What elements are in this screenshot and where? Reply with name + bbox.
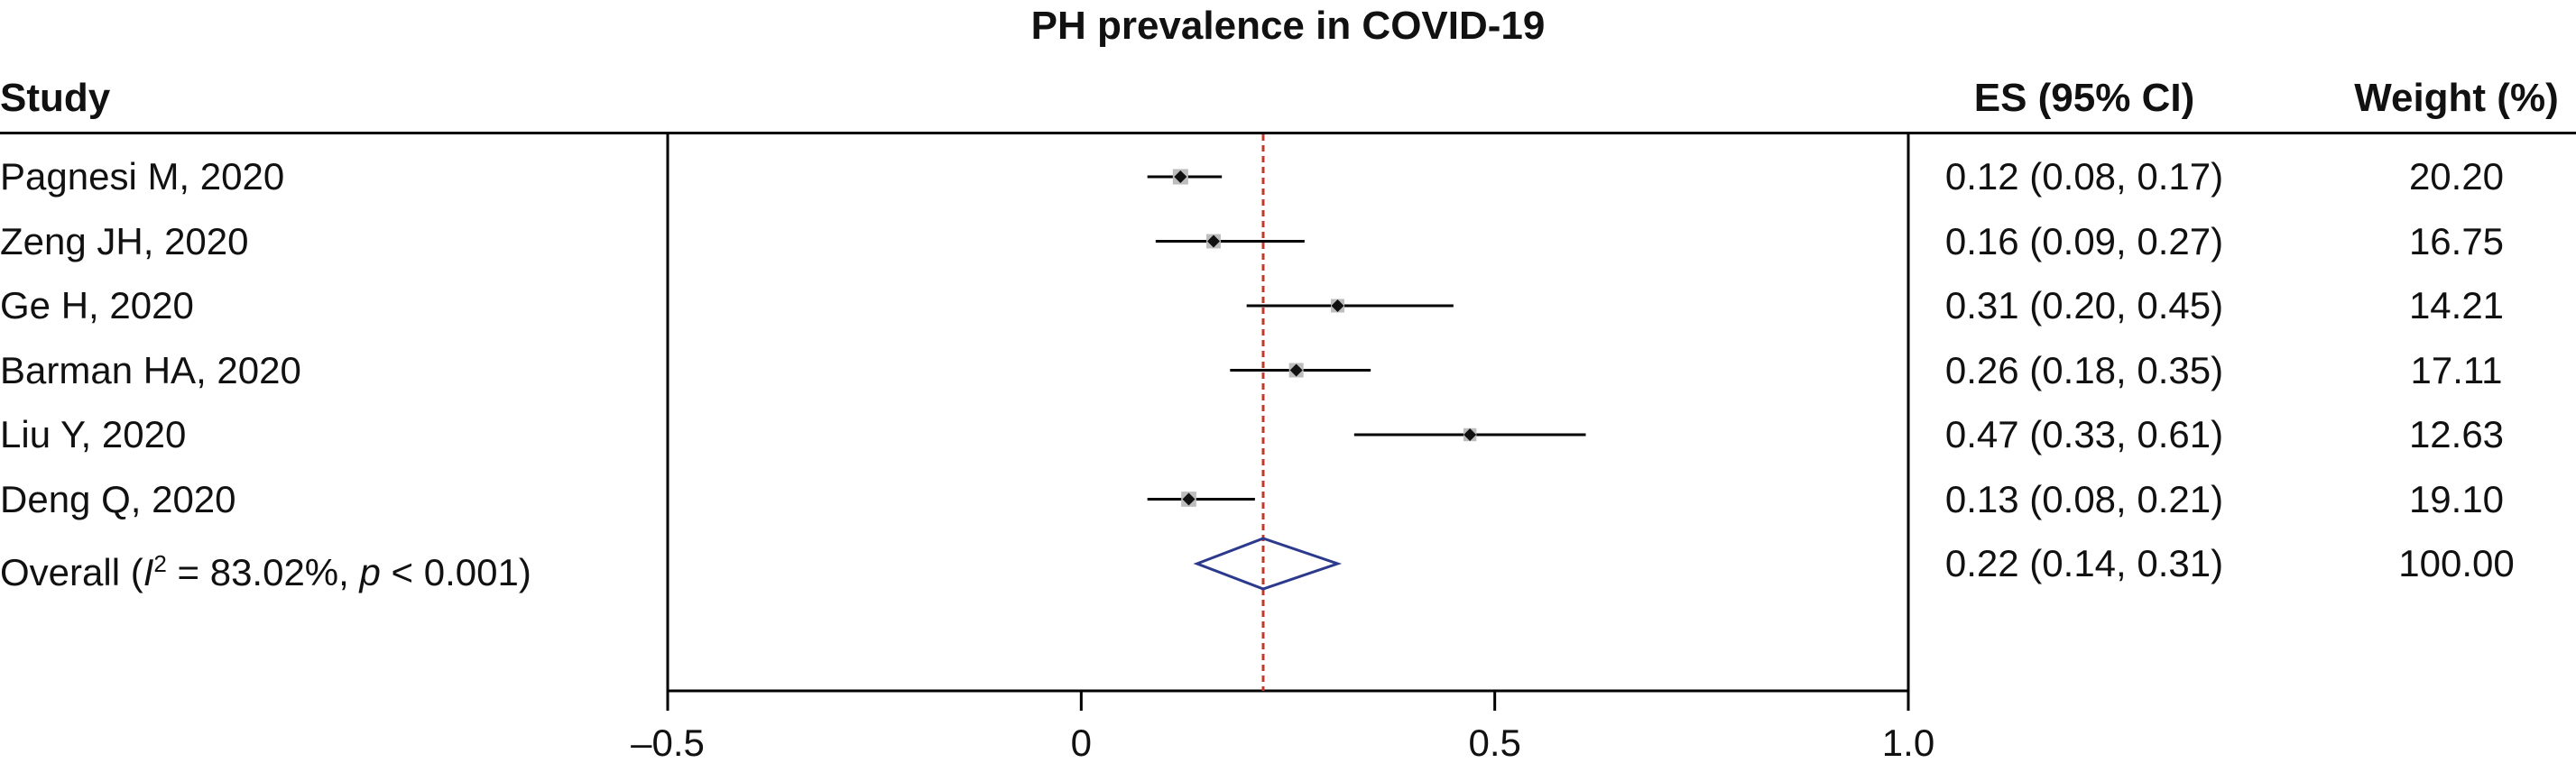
overall-label-part: 2 [153, 550, 167, 577]
study-es-ci: 0.12 (0.08, 0.17) [1944, 155, 2224, 198]
chart-title: PH prevalence in COVID-19 [1030, 4, 1546, 48]
study-name: Ge H, 2020 [0, 284, 194, 326]
overall-label-part: = 83.02%, [166, 551, 360, 593]
header-rule [0, 132, 2576, 134]
column-header-es: ES (95% CI) [1973, 76, 2195, 120]
overall-weight: 100.00 [2398, 542, 2515, 584]
study-weight: 16.75 [2408, 219, 2505, 262]
overall-label-part: p [359, 551, 381, 593]
study-name: Deng Q, 2020 [0, 477, 236, 520]
study-es-ci: 0.16 (0.09, 0.27) [1944, 219, 2224, 262]
study-point-estimate [1207, 234, 1220, 248]
study-name: Liu Y, 2020 [0, 413, 187, 455]
overall-diamond [1193, 537, 1343, 591]
x-tick-label: 1.0 [1882, 722, 1934, 763]
study-es-ci: 0.31 (0.20, 0.45) [1944, 284, 2224, 326]
x-tick-label: 0 [1071, 722, 1092, 763]
study-es-ci: 0.26 (0.18, 0.35) [1944, 348, 2224, 391]
study-name: Zeng JH, 2020 [0, 219, 249, 262]
study-point-estimate [1463, 428, 1477, 441]
overall-label: Overall (I2 = 83.02%, p < 0.001) [0, 541, 531, 595]
study-point-estimate [1289, 363, 1303, 377]
overall-label-part: < 0.001) [380, 551, 531, 593]
overall-es-ci: 0.22 (0.14, 0.31) [1944, 542, 2224, 584]
study-name: Barman HA, 2020 [0, 348, 301, 391]
overall-label-part: I [143, 551, 154, 593]
study-point-estimate [1182, 492, 1196, 506]
study-point-estimate [1174, 170, 1187, 183]
study-weight: 20.20 [2408, 155, 2505, 198]
study-name: Pagnesi M, 2020 [0, 155, 285, 198]
study-weight: 12.63 [2408, 413, 2505, 455]
x-tick-label: 0.5 [1468, 722, 1520, 763]
study-point-estimate [1331, 299, 1344, 312]
study-weight: 17.11 [2410, 348, 2503, 391]
x-tick-label: –0.5 [631, 722, 705, 763]
column-header-weight: Weight (%) [2354, 76, 2559, 120]
study-es-ci: 0.47 (0.33, 0.61) [1944, 413, 2224, 455]
study-weight: 19.10 [2408, 477, 2505, 520]
column-header-study: Study [0, 76, 111, 120]
study-weight: 14.21 [2408, 284, 2505, 326]
overall-label-part: Overall ( [0, 551, 143, 593]
study-es-ci: 0.13 (0.08, 0.21) [1944, 477, 2224, 520]
